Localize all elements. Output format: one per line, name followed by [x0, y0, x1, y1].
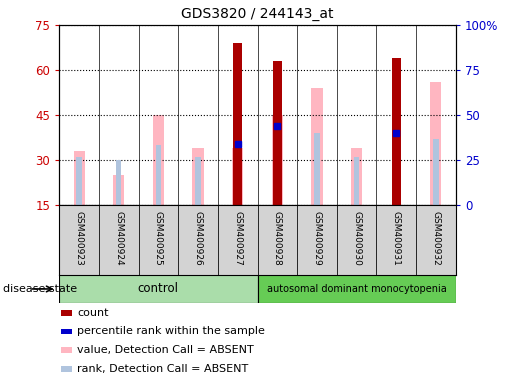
Bar — [193, 148, 203, 205]
Bar — [393, 139, 399, 205]
Text: count: count — [77, 308, 109, 318]
Bar — [113, 175, 124, 205]
Bar — [433, 139, 439, 205]
Bar — [376, 205, 416, 275]
Bar — [272, 115, 283, 205]
Bar — [337, 205, 376, 275]
Bar — [59, 205, 99, 275]
Bar — [76, 157, 82, 205]
Text: percentile rank within the sample: percentile rank within the sample — [77, 326, 265, 336]
Bar — [392, 58, 401, 205]
Bar — [156, 145, 161, 205]
Bar — [153, 115, 164, 205]
Bar — [61, 310, 72, 316]
Text: GSM400926: GSM400926 — [194, 211, 202, 266]
Bar — [116, 161, 122, 205]
Text: GSM400930: GSM400930 — [352, 211, 361, 266]
Text: rank, Detection Call = ABSENT: rank, Detection Call = ABSENT — [77, 364, 248, 374]
Bar — [178, 205, 218, 275]
Bar — [274, 130, 280, 205]
Text: value, Detection Call = ABSENT: value, Detection Call = ABSENT — [77, 345, 254, 355]
Bar — [74, 151, 84, 205]
Bar — [61, 366, 72, 372]
Text: GSM400923: GSM400923 — [75, 211, 83, 266]
Bar — [61, 348, 72, 353]
FancyBboxPatch shape — [258, 275, 456, 303]
Text: autosomal dominant monocytopenia: autosomal dominant monocytopenia — [267, 284, 447, 294]
Text: control: control — [138, 283, 179, 295]
Bar — [416, 205, 456, 275]
Text: GSM400924: GSM400924 — [114, 211, 123, 266]
Bar — [61, 329, 72, 334]
Bar — [99, 205, 139, 275]
Bar — [431, 82, 441, 205]
Text: GSM400927: GSM400927 — [233, 211, 242, 266]
Bar — [232, 148, 243, 205]
Bar — [312, 88, 322, 205]
Bar — [273, 61, 282, 205]
Bar — [195, 157, 201, 205]
Text: GSM400928: GSM400928 — [273, 211, 282, 266]
Text: disease state: disease state — [3, 284, 77, 294]
FancyBboxPatch shape — [59, 275, 258, 303]
Bar — [351, 148, 362, 205]
Bar — [233, 43, 242, 205]
Bar — [314, 133, 320, 205]
Bar — [139, 205, 178, 275]
Bar — [297, 205, 337, 275]
Text: GSM400929: GSM400929 — [313, 211, 321, 266]
Text: GSM400931: GSM400931 — [392, 211, 401, 266]
Text: GSM400925: GSM400925 — [154, 211, 163, 266]
Bar — [258, 205, 297, 275]
Bar — [218, 205, 258, 275]
Title: GDS3820 / 244143_at: GDS3820 / 244143_at — [181, 7, 334, 21]
Text: GSM400932: GSM400932 — [432, 211, 440, 266]
Bar — [354, 157, 359, 205]
